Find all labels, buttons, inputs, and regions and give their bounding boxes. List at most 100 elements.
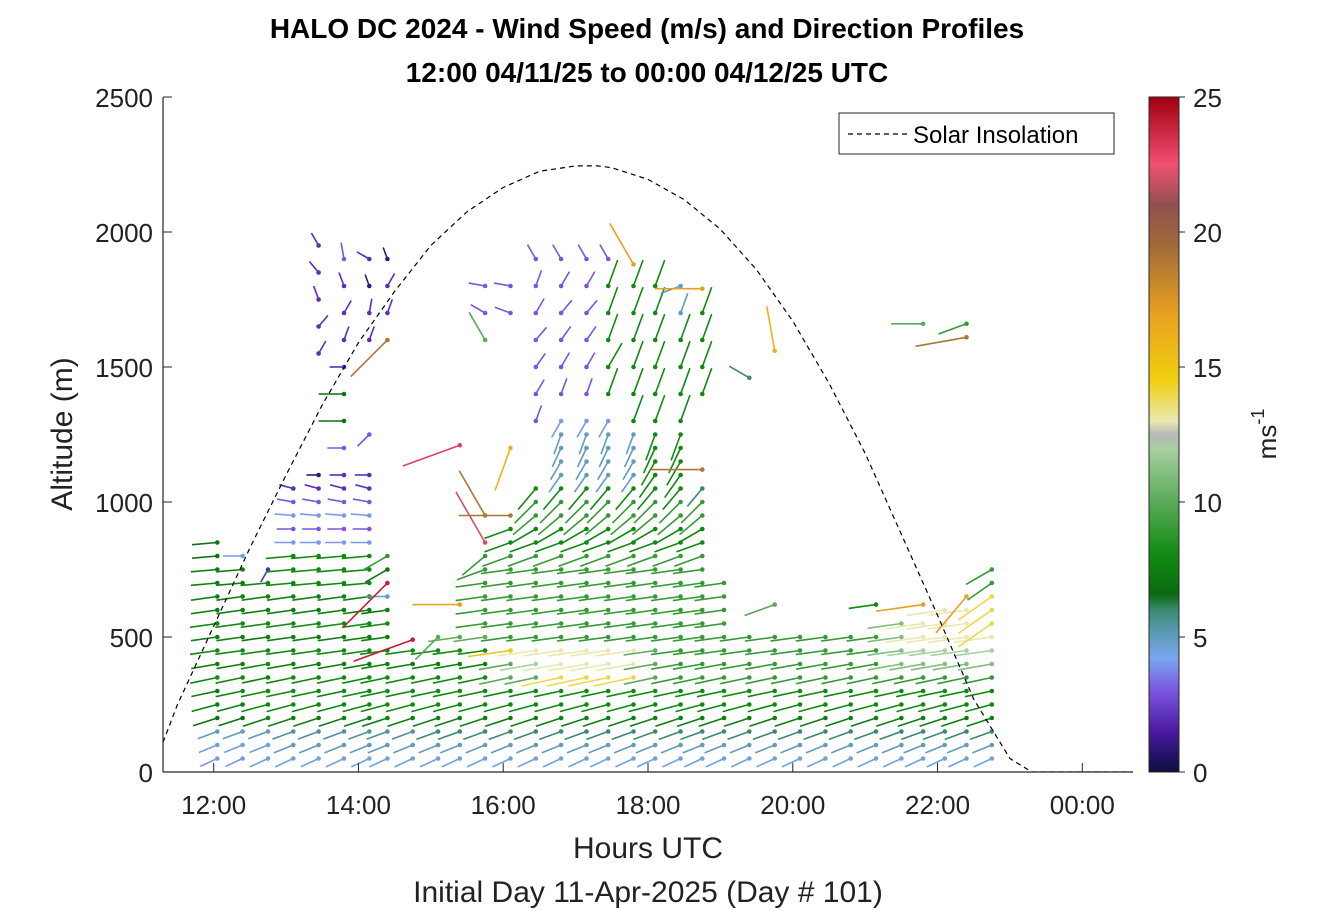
wind-vector-23-3 (749, 717, 775, 727)
wind-vector-origin-21-9 (721, 634, 727, 640)
wind-vector-11-5 (457, 690, 486, 698)
wind-vector-origin-13-25 (533, 310, 539, 316)
wind-vector-origin-23-3 (772, 715, 777, 721)
wind-vector-origin-12-18 (508, 513, 513, 518)
wind-vector-origin-5-27 (341, 310, 347, 316)
wind-vector-origin-19-5 (678, 688, 683, 694)
wind-vector-1-11 (216, 609, 243, 615)
wind-vector-origin-15-19 (584, 499, 589, 505)
wind-vector-origin-14-29 (558, 310, 564, 316)
wind-vector-20-0 (683, 757, 703, 768)
wind-vector-origin-15-8 (584, 648, 589, 653)
wind-vector-origin-4-25 (316, 270, 321, 275)
wind-vector-13-18 (512, 514, 537, 536)
wind-vector-origin-5-23 (341, 418, 347, 424)
wind-vector-14-5 (533, 690, 562, 698)
wind-vector-origin-4-12 (316, 594, 321, 599)
wind-vector-27-0 (857, 757, 877, 768)
wind-vector-23-4 (747, 703, 775, 713)
wind-vector-31-3 (941, 717, 967, 727)
wind-vector-origin-16-23 (605, 445, 611, 451)
wind-vector-origin-19-21 (678, 472, 683, 478)
wind-vector-origin-5-14 (341, 567, 347, 572)
wind-vector-origin-0-5 (215, 688, 220, 694)
wind-vector-5-0 (325, 757, 345, 768)
wind-vector-6-15 (341, 555, 370, 560)
wind-vector-origin-3-7 (291, 661, 296, 667)
wind-vector-1-10 (215, 622, 243, 629)
wind-vector-7-11 (361, 609, 388, 615)
wind-vector-origin-7-13 (385, 580, 390, 586)
wind-vector-19-21 (664, 474, 682, 499)
wind-vector-origin-26-4 (848, 702, 853, 707)
wind-vector-22-7 (719, 663, 750, 670)
wind-vector-origin-14-3 (558, 715, 564, 721)
wind-vector-4-11 (292, 609, 319, 615)
wind-vector-origin-12-10 (508, 621, 513, 626)
wind-vector-origin-20-8 (700, 648, 705, 653)
wind-vector-origin-3-8 (291, 648, 296, 653)
wind-vector-5-2 (322, 730, 345, 740)
wind-vector-origin-11-0 (482, 756, 488, 761)
wind-vector-origin-8-1 (410, 742, 416, 748)
wind-vector-origin-11-9 (482, 634, 488, 640)
wind-vector-origin-12-9 (508, 634, 513, 640)
wind-vector-15-13 (556, 582, 587, 588)
wind-vector-origin-19-14 (678, 567, 683, 572)
wind-vector-origin-5-21 (341, 472, 347, 478)
wind-vector-origin-24-5 (797, 688, 803, 694)
wind-vector-26-0 (832, 757, 852, 768)
wind-vector-origin-16-1 (605, 742, 611, 748)
wind-vector-origin-13-7 (533, 661, 539, 667)
wind-vector-origin-17-7 (631, 661, 636, 667)
wind-vector-18-2 (633, 730, 656, 741)
wind-vector-28-10 (867, 622, 902, 630)
wind-vector-origin-2-10 (265, 621, 271, 626)
wind-vector-14-29 (560, 299, 573, 314)
wind-vector-7-15 (361, 555, 388, 572)
wind-vector-origin-12-1 (508, 742, 513, 748)
wind-vector-28-5 (874, 690, 902, 698)
wind-vector-origin-19-3 (678, 715, 683, 721)
wind-vector-0-12 (190, 595, 218, 601)
wind-vector-origin-13-20 (533, 486, 539, 491)
wind-vector-16-27 (607, 342, 623, 368)
wind-vector-origin-3-20 (291, 486, 296, 491)
wind-vector-origin-23-0 (772, 756, 777, 761)
wind-vector-origin-23-6 (772, 675, 777, 680)
wind-vector-origin-31-12 (964, 594, 969, 599)
wind-vector-23-6 (745, 676, 775, 685)
wind-vector-28-3 (875, 717, 902, 727)
wind-vector-origin-7-6 (385, 675, 390, 680)
wind-vector-origin-18-0 (652, 756, 658, 761)
wind-vector-origin-16-6 (605, 675, 611, 680)
wind-vector-origin-16-4 (605, 702, 611, 707)
wind-vector-18-19 (633, 501, 656, 524)
wind-vector-14-30 (560, 271, 571, 287)
wind-vector-origin-4-4 (316, 702, 321, 707)
wind-vector-origin-5-24 (341, 391, 347, 397)
colorbar-tick-label-2: 10 (1193, 488, 1222, 518)
wind-vector-origin-1-12 (240, 594, 245, 599)
wind-vector-20-17 (677, 528, 703, 544)
wind-vector-21-4 (697, 703, 725, 713)
wind-vector-origin-19-28 (678, 337, 683, 343)
wind-vector-origin-7-10 (385, 621, 390, 626)
wind-vector-17-2 (611, 730, 634, 741)
wind-vector-origin-17-3 (631, 715, 636, 721)
wind-vector-origin-16-31 (605, 256, 611, 262)
wind-vector-7-18 (386, 273, 396, 287)
wind-vector-origin-17-0 (631, 756, 636, 761)
wind-vector-29-3 (897, 717, 924, 727)
wind-vector-10-1 (439, 744, 461, 754)
wind-vector-23-5 (747, 690, 775, 698)
wind-vector-origin-19-19 (678, 499, 683, 505)
wind-vector-origin-17-2 (631, 729, 636, 734)
wind-vector-3-9 (266, 636, 294, 642)
wind-vector-23-2 (752, 730, 775, 741)
wind-vector-origin-7-19 (385, 256, 390, 262)
wind-vector-origin-4-15 (316, 553, 321, 559)
wind-vector-24-2 (777, 730, 801, 741)
wind-vector-origin-2-12 (265, 594, 271, 599)
colorbar-ticks: 0 5 10 15 20 25 (1179, 83, 1222, 788)
